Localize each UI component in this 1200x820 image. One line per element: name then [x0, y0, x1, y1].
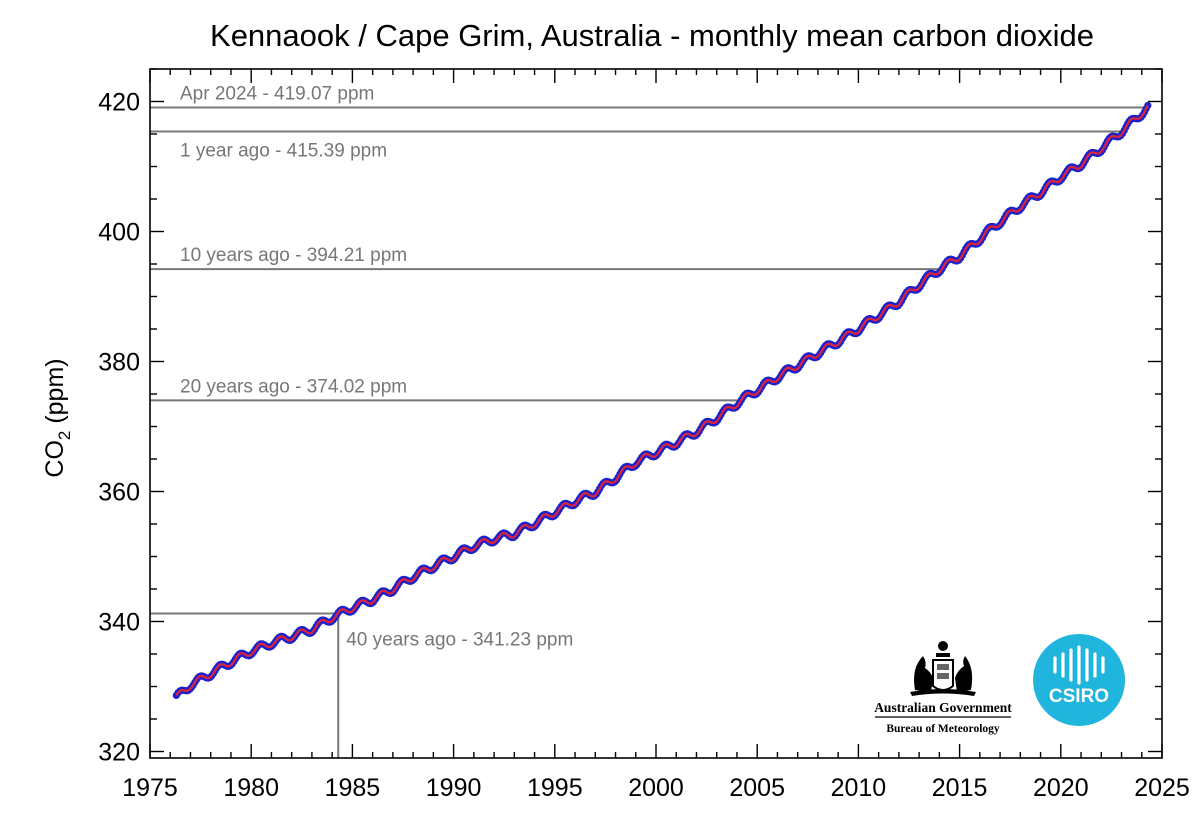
chart-title: Kennaook / Cape Grim, Australia - monthl… [210, 18, 1094, 53]
x-tick-label: 2015 [932, 774, 988, 802]
csiro-logo-text: CSIRO [1049, 686, 1109, 707]
x-tick-label: 1995 [527, 774, 583, 802]
co2-series [172, 101, 1152, 700]
x-tick-label: 1975 [122, 774, 178, 802]
y-tick-label: 420 [98, 89, 140, 117]
reference-label-2: 10 years ago - 394.21 ppm [180, 245, 407, 266]
gov-logo-line2: Bureau of Meteorology [886, 723, 1000, 735]
csiro-logo: CSIRO [1033, 634, 1125, 726]
y-tick-label: 340 [98, 609, 140, 637]
y-axis-label-main: CO [41, 440, 69, 478]
reference-label-3: 20 years ago - 374.02 ppm [180, 376, 407, 397]
y-axis-label-unit: (ppm) [41, 358, 69, 430]
y-tick-label: 380 [98, 349, 140, 377]
x-tick-label: 2005 [729, 774, 785, 802]
x-tick-label: 1985 [325, 774, 381, 802]
y-axis-label: CO2 (ppm) [41, 358, 74, 477]
x-tick-label: 2000 [628, 774, 684, 802]
series-line [175, 104, 1149, 697]
reference-lines: Apr 2024 - 419.07 ppm 1 year ago - 415.39… [150, 84, 1148, 758]
x-tick-label: 1980 [223, 774, 279, 802]
reference-label-0: Apr 2024 - 419.07 ppm [180, 84, 374, 105]
y-axis-label-subscript: 2 [55, 431, 74, 440]
y-tick-label: 320 [98, 739, 140, 767]
reference-label-4: 40 years ago - 341.23 ppm [346, 630, 573, 651]
gov-logo-line1: Australian Government [874, 700, 1012, 715]
x-tick-label: 2025 [1134, 774, 1190, 802]
csiro-wave-icon [1053, 645, 1105, 685]
x-tick-label: 2010 [831, 774, 887, 802]
x-tick-label: 1990 [426, 774, 482, 802]
svg-text:CO2 (ppm): CO2 (ppm) [41, 358, 74, 477]
bureau-of-meteorology-logo: Australian Government Bureau of Meteorol… [874, 641, 1012, 735]
y-tick-label: 400 [98, 219, 140, 247]
y-tick-label: 360 [98, 479, 140, 507]
plot-frame [149, 68, 1163, 759]
x-tick-label: 2020 [1033, 774, 1089, 802]
coat-of-arms-icon [910, 641, 976, 696]
axes: 1975 1980 1985 1990 1995 2000 2005 2010 2015 2020… [98, 68, 1190, 802]
reference-label-1: 1 year ago - 415.39 ppm [180, 140, 387, 161]
